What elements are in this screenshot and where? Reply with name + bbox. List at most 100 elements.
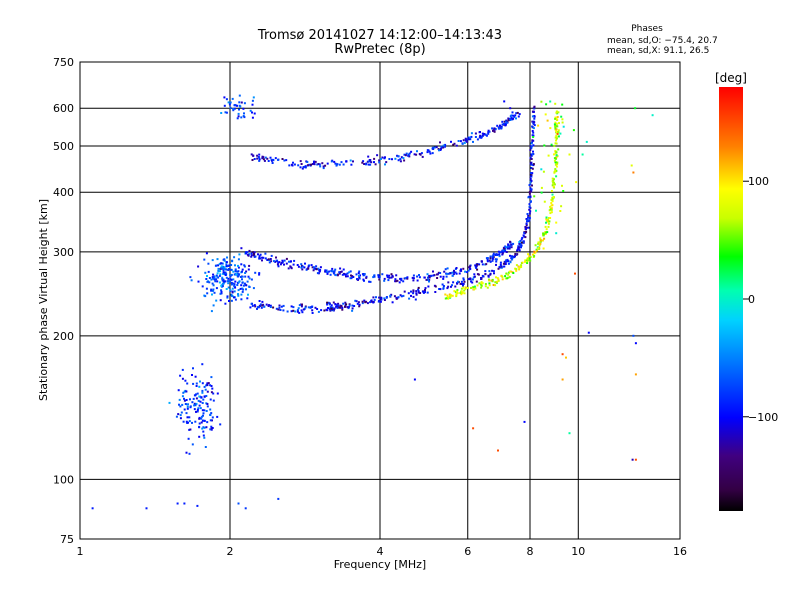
data-point (550, 204, 553, 207)
data-point (634, 373, 637, 376)
data-point (203, 419, 206, 422)
data-point (380, 296, 383, 299)
data-point (199, 380, 201, 383)
data-point (248, 253, 251, 256)
data-point (250, 252, 253, 255)
data-point (532, 139, 535, 142)
data-point (531, 253, 534, 256)
data-point (502, 262, 505, 265)
data-point (176, 502, 179, 505)
data-point (455, 267, 458, 269)
y-axis-ticks: 75 100 200 300 400 500 600 750 (53, 56, 74, 546)
data-point (448, 293, 451, 296)
data-point (248, 264, 251, 267)
data-point (499, 124, 501, 127)
data-point (554, 163, 557, 166)
data-point (220, 112, 223, 114)
data-point (333, 270, 336, 273)
data-point (634, 107, 637, 110)
data-point (225, 261, 228, 264)
data-point (491, 269, 494, 272)
data-point (183, 408, 186, 411)
data-point (330, 160, 333, 163)
data-point (251, 159, 254, 161)
data-point (497, 449, 499, 452)
data-point (275, 307, 278, 310)
data-point (245, 284, 248, 287)
data-point (204, 388, 207, 391)
data-point (283, 263, 285, 266)
data-point (532, 110, 535, 113)
data-point (466, 140, 469, 143)
data-point (399, 160, 402, 163)
data-point (310, 163, 313, 166)
data-point (222, 272, 225, 275)
data-point (505, 272, 508, 275)
data-point (442, 285, 445, 287)
data-point (201, 389, 204, 392)
data-point (492, 270, 495, 273)
data-point (504, 260, 507, 263)
data-point (556, 163, 559, 166)
data-point (338, 163, 341, 166)
data-point (411, 276, 414, 279)
data-point (481, 263, 484, 266)
data-point (254, 255, 257, 258)
data-point (404, 277, 407, 280)
data-point (203, 385, 206, 388)
data-point (326, 272, 329, 275)
data-point (540, 186, 543, 189)
data-point (297, 265, 300, 268)
data-point (391, 274, 394, 277)
data-point (234, 269, 237, 272)
data-point (314, 306, 317, 309)
data-point (508, 275, 511, 278)
data-point (486, 286, 489, 289)
data-point (473, 275, 476, 278)
data-point (267, 160, 270, 162)
data-point (210, 288, 213, 291)
data-point (260, 306, 263, 309)
data-point (245, 251, 247, 254)
data-point (261, 300, 264, 303)
data-point (261, 304, 264, 307)
data-point (553, 123, 556, 126)
data-point (236, 104, 238, 107)
data-point (415, 153, 418, 156)
data-point (268, 261, 271, 264)
colorbar-tick-label: −100 (748, 411, 778, 424)
data-point (216, 258, 219, 261)
data-point (529, 195, 532, 198)
data-point (317, 163, 320, 165)
data-point (230, 299, 233, 302)
data-point (488, 279, 491, 282)
data-point (209, 384, 212, 387)
data-point (554, 125, 556, 128)
data-point (487, 132, 490, 135)
data-point (238, 101, 241, 104)
data-point (451, 271, 454, 274)
data-point (452, 271, 455, 273)
data-point (265, 303, 268, 306)
x-axis-ticks: 1 2 4 6 8 10 16 (77, 545, 688, 558)
data-point (206, 405, 209, 408)
data-point (237, 266, 240, 269)
data-point (186, 405, 189, 408)
data-point (634, 458, 637, 461)
data-point (311, 266, 314, 269)
data-point (213, 278, 216, 281)
data-point (498, 251, 501, 254)
data-point (529, 210, 532, 213)
data-point (524, 260, 526, 263)
data-point (488, 284, 491, 287)
data-point (436, 277, 439, 279)
data-point (500, 250, 503, 253)
data-point (340, 270, 343, 273)
data-point (479, 131, 481, 133)
data-point (516, 248, 519, 251)
data-point (428, 276, 431, 279)
data-point (553, 157, 556, 160)
data-point (358, 303, 361, 306)
data-point (426, 291, 429, 294)
data-point (346, 275, 349, 278)
